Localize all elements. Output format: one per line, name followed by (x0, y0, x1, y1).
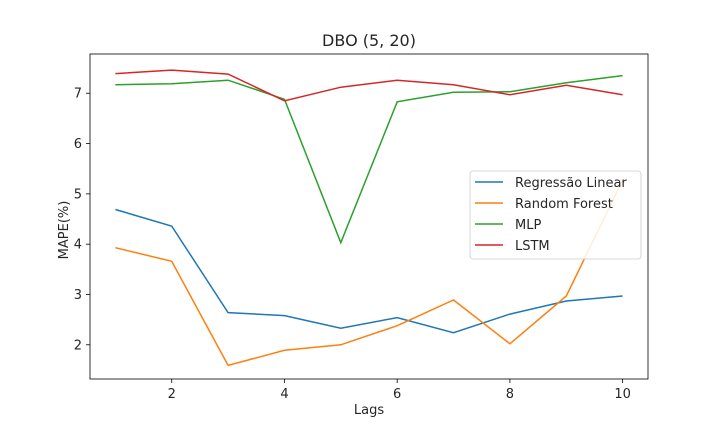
x-tick-label: 10 (614, 387, 631, 402)
y-tick-label: 4 (74, 238, 82, 253)
legend-label-3: LSTM (515, 239, 550, 254)
x-tick-label: 8 (506, 387, 514, 402)
x-axis-label: Lags (354, 403, 384, 418)
y-tick-label: 3 (74, 288, 82, 303)
y-axis: 2 3 4 5 6 7 (74, 87, 90, 353)
legend-label-0: Regressão Linear (515, 176, 627, 191)
x-axis: 2 4 6 8 10 (168, 379, 631, 402)
series-line-3 (115, 69, 623, 102)
series-line-0 (115, 208, 623, 334)
legend-label-2: MLP (515, 218, 541, 233)
y-tick-label: 2 (74, 338, 82, 353)
x-tick-label: 2 (168, 387, 176, 402)
x-tick-label: 4 (280, 387, 288, 402)
legend-label-1: Random Forest (515, 197, 613, 212)
legend-box (469, 170, 642, 260)
y-tick-label: 5 (74, 187, 82, 202)
plot-frame (89, 53, 649, 380)
y-tick-label: 6 (74, 137, 82, 152)
plot-lines (115, 69, 624, 367)
y-tick-label: 7 (74, 87, 82, 102)
series-line-1 (115, 179, 624, 367)
series-line-2 (115, 74, 623, 245)
y-axis-label: MAPE(%) (57, 201, 72, 260)
chart-title: DBO (5, 20) (322, 31, 416, 50)
x-tick-label: 6 (393, 387, 401, 402)
legend: Regressão Linear Random Forest MLP LSTM (469, 170, 642, 260)
